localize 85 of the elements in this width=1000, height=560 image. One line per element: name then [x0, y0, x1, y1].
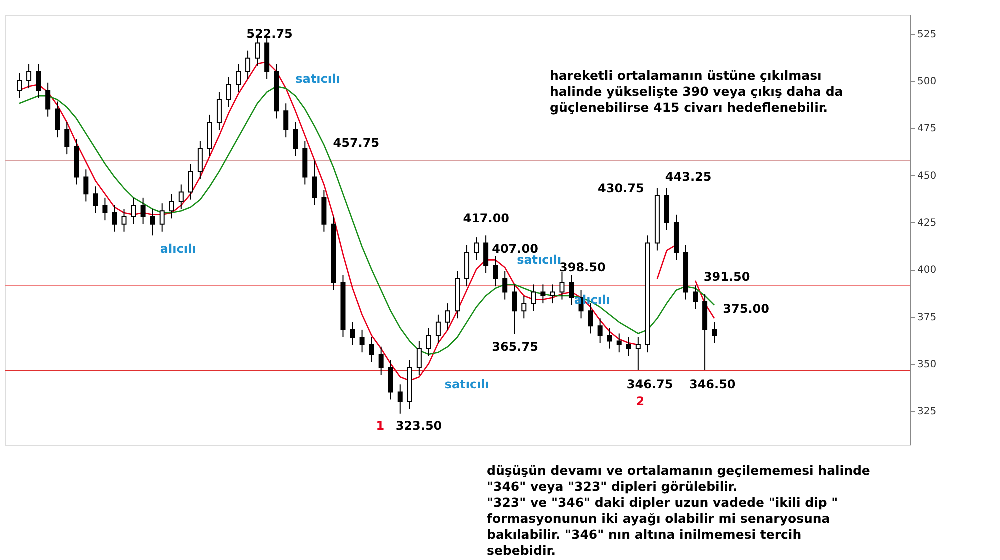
- candlestick: [236, 64, 242, 93]
- annotation: 323.50: [396, 419, 442, 434]
- candlestick: [607, 328, 612, 350]
- annotation: satıcılı: [517, 253, 562, 268]
- candlestick: [255, 38, 260, 66]
- candlestick: [102, 197, 108, 222]
- candlestick: [246, 50, 251, 80]
- candlestick: [84, 169, 89, 202]
- candlestick: [198, 140, 203, 180]
- candlestick: [512, 284, 518, 335]
- y-tick-label: 450: [918, 170, 937, 182]
- annotation: 457.75: [333, 136, 380, 150]
- text: düşüşün devamı ve ortalamanın geçilememesi halinde "346" veya "323" dipleri görülebilir. "323" ve "346" daki dipler uzun vadede "ikili dip " formasyonunun iki ayağı olabilir mi senaryosuna bakılabilir. "346" nın altına inilmemesi tercih sebebidir.: [487, 463, 870, 558]
- y-tick-label: 425: [918, 218, 937, 229]
- candlestick: [540, 284, 546, 304]
- candlestick: [140, 197, 146, 225]
- annotation: 417.00: [463, 212, 510, 226]
- candlestick: [616, 333, 622, 354]
- annotation: 398.50: [560, 260, 606, 275]
- candlestick: [112, 204, 118, 232]
- candlestick: [160, 203, 165, 232]
- candlestick: [693, 285, 698, 310]
- candlestick: [626, 337, 632, 357]
- candlestick: [216, 92, 222, 131]
- y-tick-label: 375: [918, 312, 937, 324]
- annotation: 346.75: [626, 378, 674, 392]
- candlestick: [484, 235, 489, 274]
- annotation: 430.75: [598, 182, 644, 196]
- candlestick: [531, 284, 536, 312]
- candlestick: [360, 329, 365, 354]
- candlestick: [426, 328, 432, 357]
- annotation: 522.75: [246, 26, 293, 41]
- candlestick: [284, 103, 289, 138]
- annotation: 1: [376, 419, 385, 434]
- candlestick: [598, 318, 603, 344]
- annotation: 443.25: [665, 170, 712, 184]
- y-tick-label: 500: [918, 76, 937, 88]
- y-tick-label: 525: [918, 29, 937, 40]
- candlestick: [436, 314, 441, 344]
- y-tick-label: 350: [918, 359, 937, 370]
- candlestick: [445, 303, 450, 330]
- candlestick: [416, 340, 422, 376]
- annotation: 365.75: [492, 340, 538, 354]
- candlestick: [350, 322, 356, 346]
- candlestick: [369, 337, 374, 363]
- candlestick: [131, 197, 136, 225]
- candlestick: [93, 186, 98, 214]
- candlestick: [169, 194, 174, 220]
- annotation: satıcılı: [296, 72, 340, 86]
- annotation: 407.00: [492, 242, 538, 256]
- candlestick: [122, 208, 127, 232]
- y-tick-label: 475: [918, 124, 937, 135]
- candlestick: [226, 76, 232, 108]
- candlestick: [588, 303, 594, 334]
- candlestick: [636, 337, 641, 371]
- candlestick: [17, 72, 22, 98]
- candlestick: [493, 256, 498, 288]
- candlestick: [312, 160, 318, 206]
- candlestick: [378, 346, 384, 376]
- y-tick-label: 325: [918, 406, 937, 418]
- candlestick: [474, 237, 480, 261]
- candlestick: [36, 64, 42, 98]
- candlestick: [398, 384, 403, 414]
- annotation: 2: [636, 394, 645, 409]
- candlestick: [522, 296, 527, 320]
- candlestick: [293, 122, 298, 157]
- candlestick: [150, 208, 156, 236]
- candlestick: [502, 270, 508, 300]
- annotation: satıcılı: [444, 378, 490, 392]
- candlestick: [64, 122, 70, 156]
- candlestick: [712, 322, 718, 344]
- candlestick: [46, 82, 51, 118]
- candlestick: [188, 163, 194, 200]
- candlestick: [560, 272, 565, 300]
- annotation: hareketli ortalamanın üstüne çıkılması halinde yükselişte 390 veya çıkış daha da güçlenebilirse 415 civarı hedeflenebilir.: [550, 68, 844, 115]
- text: 375.00: [723, 302, 770, 316]
- annotation: alıcılı: [160, 242, 196, 256]
- candlestick: [26, 64, 32, 90]
- candlestick: [550, 284, 556, 304]
- annotation: 346.50: [689, 378, 736, 392]
- y-tick-label: 400: [918, 265, 937, 276]
- candlestick: [569, 274, 574, 306]
- candlestick: [55, 101, 60, 138]
- candlestick: [178, 184, 184, 210]
- annotation: 391.50: [704, 270, 750, 284]
